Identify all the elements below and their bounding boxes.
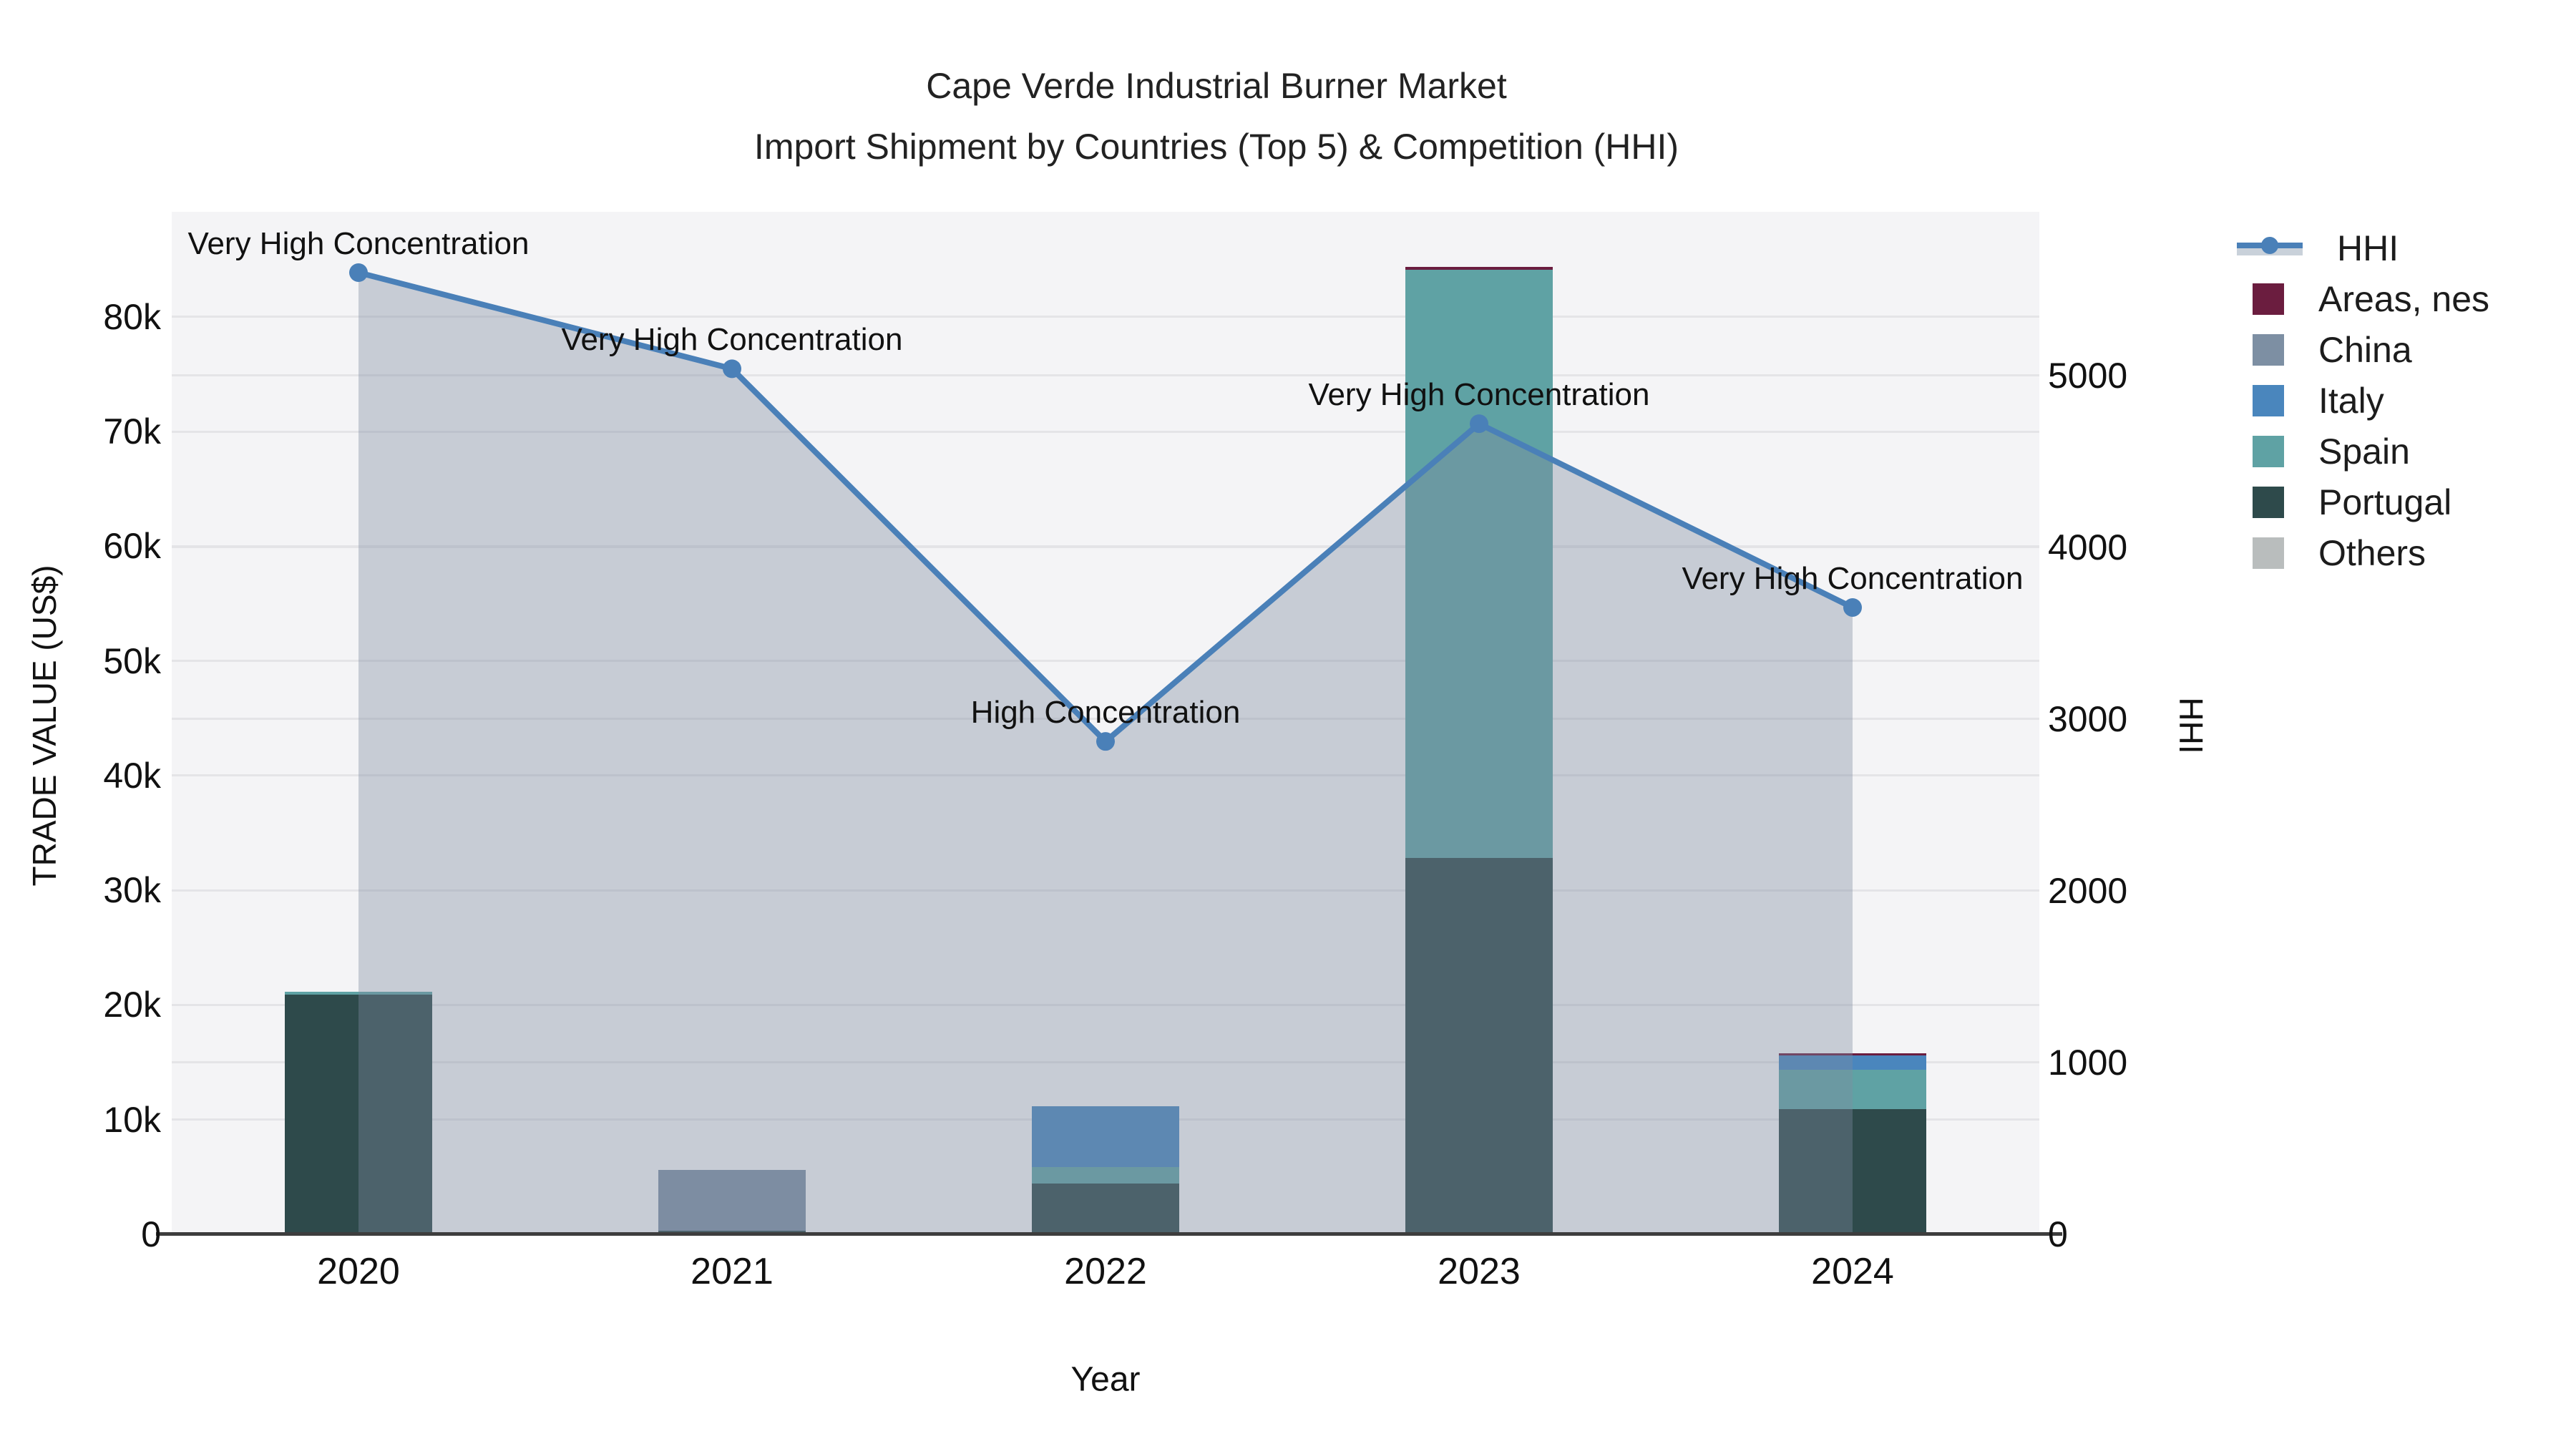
x-axis-line (156, 1232, 2062, 1236)
gridline-left-40000 (172, 774, 2039, 777)
left-axis-title: TRADE VALUE (US$) (26, 565, 63, 887)
left-tick-0: 0 (141, 1214, 161, 1254)
left-tick-80k: 80k (103, 296, 161, 337)
left-tick-30k: 30k (103, 870, 161, 911)
bar-segment-portugal-2024 (1779, 1109, 1926, 1234)
legend-item-china[interactable]: China (2231, 328, 2412, 371)
x-tick-2022: 2022 (1064, 1251, 1147, 1292)
left-tick-10k: 10k (103, 1099, 161, 1140)
gridline-left-80000 (172, 316, 2039, 318)
bar-segment-china-2021 (658, 1170, 806, 1231)
legend-label-others: Others (2318, 533, 2426, 573)
legend-label-china: China (2318, 330, 2412, 370)
x-tick-2020: 2020 (317, 1251, 400, 1292)
chart-title: Cape Verde Industrial Burner Market Impo… (0, 56, 2433, 177)
hhi-legend-sample-icon (2237, 233, 2303, 264)
bar-segment-areas-nes-2023 (1405, 267, 1553, 270)
left-tick-60k: 60k (103, 526, 161, 567)
chart-title-line1: Cape Verde Industrial Burner Market (926, 66, 1507, 106)
bar-segment-italy-2022 (1032, 1106, 1179, 1168)
annotation-2024: Very High Concentration (1682, 560, 2024, 596)
legend-swatch-italy-icon (2253, 385, 2284, 416)
right-tick-1000: 1000 (2048, 1042, 2128, 1083)
legend-item-areas-nes[interactable]: Areas, nes (2231, 278, 2489, 321)
legend-item-italy[interactable]: Italy (2231, 379, 2384, 422)
bar-segment-spain-2020 (285, 992, 432, 995)
legend-label-italy: Italy (2318, 381, 2384, 421)
left-tick-50k: 50k (103, 640, 161, 681)
bar-segment-portugal-2022 (1032, 1184, 1179, 1234)
right-tick-2000: 2000 (2048, 870, 2128, 911)
right-tick-0: 0 (2048, 1214, 2068, 1254)
legend-item-others[interactable]: Others (2231, 532, 2426, 575)
legend-label-hhi: HHI (2337, 228, 2399, 268)
x-tick-2021: 2021 (691, 1251, 774, 1292)
legend-swatch-others-icon (2253, 537, 2284, 569)
bar-segment-portugal-2023 (1405, 858, 1553, 1234)
bar-segment-spain-2023 (1405, 270, 1553, 859)
bar-segment-italy-2024 (1779, 1055, 1926, 1070)
legend-swatch-areas-nes-icon (2253, 283, 2284, 315)
right-tick-3000: 3000 (2048, 698, 2128, 739)
legend-label-areas-nes: Areas, nes (2318, 279, 2490, 319)
gridline-left-20000 (172, 1003, 2039, 1006)
bar-segment-portugal-2020 (285, 995, 432, 1234)
hhi-legend-marker (2261, 237, 2278, 254)
legend-swatch-portugal-icon (2253, 487, 2284, 518)
left-tick-70k: 70k (103, 411, 161, 452)
left-tick-20k: 20k (103, 985, 161, 1025)
chart-title-line2: Import Shipment by Countries (Top 5) & C… (753, 127, 1679, 167)
annotation-2020: Very High Concentration (187, 225, 530, 261)
legend-item-spain[interactable]: Spain (2231, 430, 2410, 473)
bar-segment-spain-2022 (1032, 1167, 1179, 1184)
legend-item-hhi[interactable]: HHI (2231, 227, 2399, 270)
right-tick-5000: 5000 (2048, 355, 2128, 396)
x-tick-2023: 2023 (1438, 1251, 1521, 1292)
gridline-right-1000 (172, 1061, 2039, 1064)
bar-segment-spain-2024 (1779, 1070, 1926, 1110)
legend-swatch-spain-icon (2253, 436, 2284, 467)
annotation-2023: Very High Concentration (1308, 377, 1650, 413)
gridline-right-5000 (172, 374, 2039, 377)
x-tick-2024: 2024 (1811, 1251, 1894, 1292)
annotation-2022: High Concentration (970, 695, 1241, 731)
gridline-left-70000 (172, 430, 2039, 433)
x-axis-title: Year (1070, 1360, 1141, 1399)
gridline-right-2000 (172, 889, 2039, 892)
right-tick-4000: 4000 (2048, 527, 2128, 567)
annotation-2021: Very High Concentration (561, 322, 903, 358)
bar-segment-areas-nes-2024 (1779, 1053, 1926, 1055)
gridline-left-50000 (172, 660, 2039, 663)
legend-swatch-china-icon (2253, 334, 2284, 366)
right-axis-title: HHI (2172, 697, 2210, 754)
legend-label-portugal: Portugal (2318, 482, 2452, 522)
legend-label-spain: Spain (2318, 431, 2410, 472)
left-tick-40k: 40k (103, 755, 161, 796)
legend-item-portugal[interactable]: Portugal (2231, 481, 2451, 524)
gridline-right-4000 (172, 546, 2039, 549)
